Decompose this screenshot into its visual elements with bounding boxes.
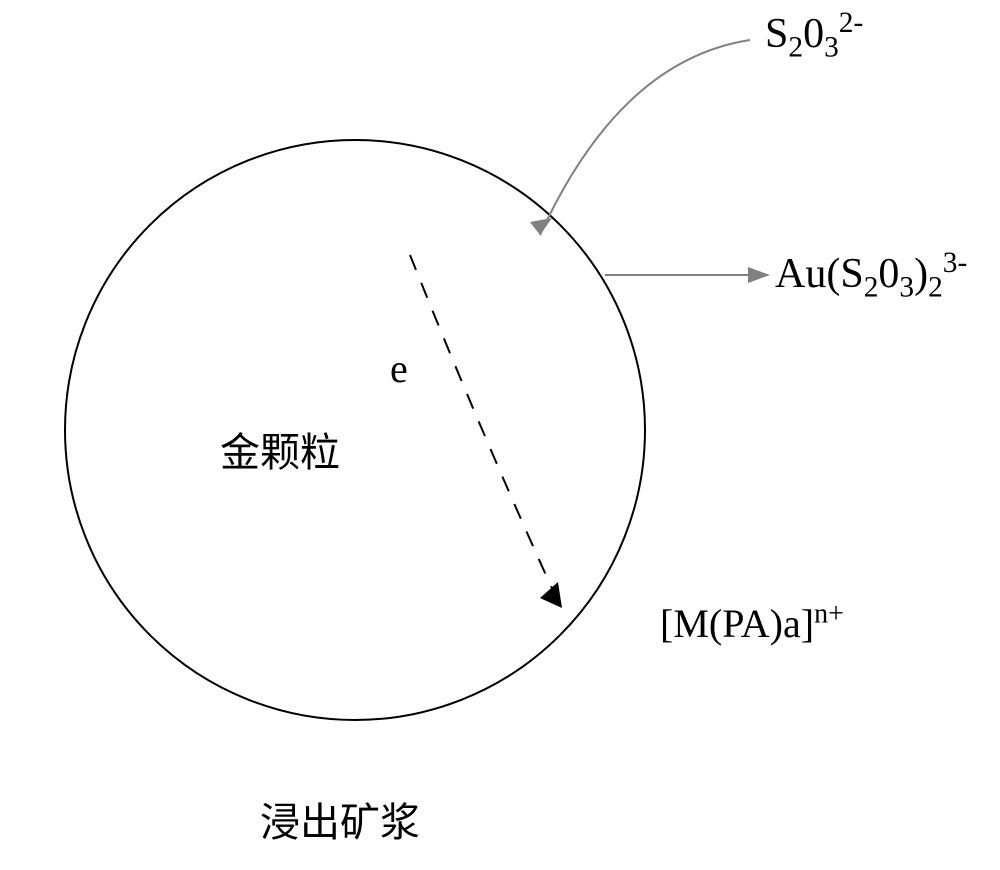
m-complex-text: [M(PA)a]n+ [660, 601, 844, 646]
gold-particle-label: 金颗粒 [220, 420, 340, 478]
au-out-arrow-head [748, 267, 770, 283]
thiosulfate-in-arrow [540, 40, 750, 235]
au-complex-label: Au(S203)23- [775, 250, 967, 298]
thiosulfate-label: S2032- [765, 10, 863, 58]
diagram-stage: S2032- Au(S203)23- [M(PA)a]n+ e 金颗粒 浸出矿浆 [0, 0, 1000, 870]
electron-label: e [390, 345, 408, 392]
slurry-label: 浸出矿浆 [260, 790, 420, 848]
m-complex-label: [M(PA)a]n+ [660, 600, 844, 647]
diagram-svg [0, 0, 1000, 870]
gold-particle-circle [65, 140, 645, 720]
thiosulfate-text: S2032- [765, 11, 863, 57]
au-complex-text: Au(S203)23- [775, 251, 967, 297]
